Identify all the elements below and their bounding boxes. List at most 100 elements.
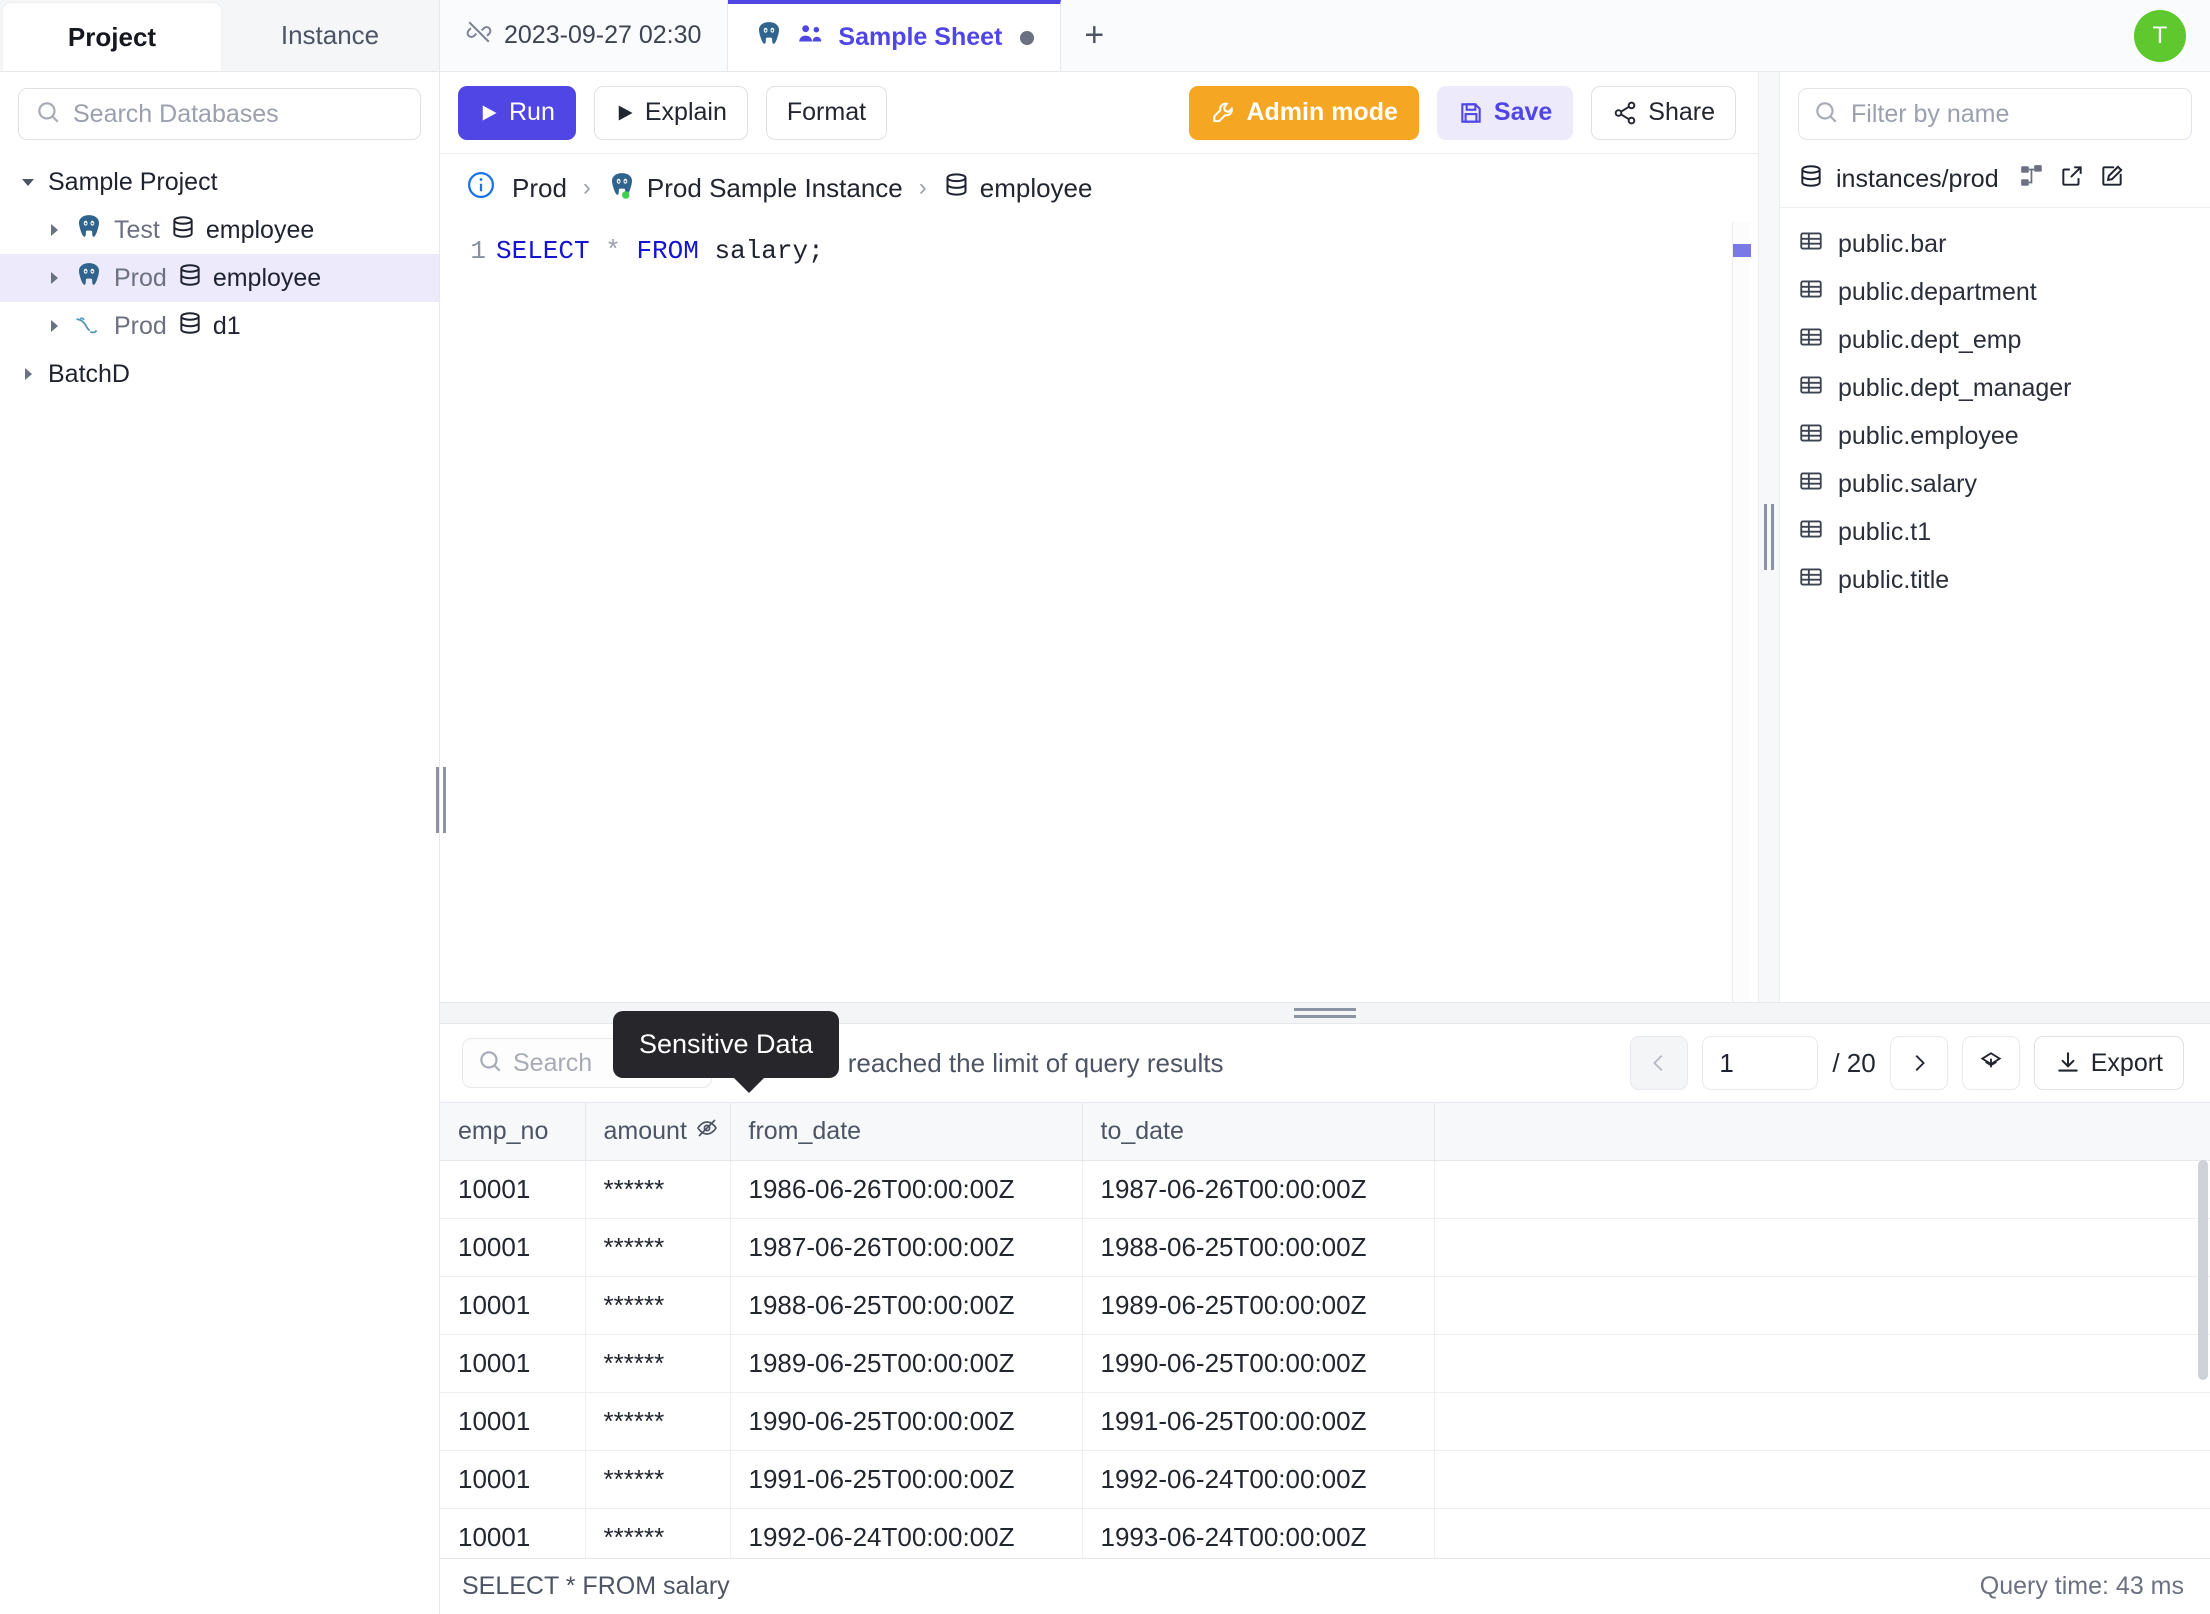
schema-diagram-icon[interactable] [2019,163,2045,196]
explain-button[interactable]: Explain [593,85,748,140]
tree-item-prod-employee[interactable]: Prod employee [0,254,439,302]
cell-amount: ****** [585,1160,731,1219]
shared-users-icon [796,21,826,54]
table-list-item[interactable]: public.dept_emp [1780,316,2210,364]
format-button[interactable]: Format [765,85,888,140]
table-list-item[interactable]: public.t1 [1780,508,2210,556]
chevron-right-icon[interactable] [44,220,64,240]
share-icon [1612,100,1638,126]
tree-item-sample-project[interactable]: Sample Project [0,158,439,206]
cell-to-date: 1989-06-25T00:00:00Z [1082,1276,1435,1335]
column-header-amount[interactable]: amount [585,1102,731,1161]
cell-emp-no: 10001 [440,1276,586,1335]
cell-filler [1434,1218,2210,1277]
editor-code-text[interactable]: SELECT * FROM salary; [496,236,1758,1002]
main-area: 2023-09-27 02:30 [440,0,2210,1614]
chevron-right-icon[interactable] [44,316,64,336]
sql-table-name: salary; [698,236,824,266]
results-search-placeholder: Search [513,1048,593,1077]
table-list-item[interactable]: public.bar [1780,220,2210,268]
cell-amount: ****** [585,1334,731,1393]
sql-editor[interactable]: 1 SELECT * FROM salary; [440,222,1758,1002]
column-header-to-date[interactable]: to_date [1082,1102,1435,1161]
next-page-button[interactable] [1889,1036,1948,1090]
cell-filler [1434,1334,2210,1393]
tree-item-batchd[interactable]: BatchD [0,350,439,398]
sidebar-tab-project[interactable]: Project [3,3,221,71]
edit-icon[interactable] [2099,163,2125,196]
table-list-item[interactable]: public.department [1780,268,2210,316]
breadcrumb-database[interactable]: employee [943,171,1092,205]
table-icon [1798,516,1824,549]
table-icon [1798,468,1824,501]
sidebar-tab-instance[interactable]: Instance [221,0,439,71]
breadcrumb-environment[interactable]: Prod [512,173,567,204]
save-button[interactable]: Save [1436,85,1574,140]
table-panel-database-row[interactable]: instances/prod [1780,152,2210,208]
table-list-item[interactable]: public.dept_manager [1780,364,2210,412]
table-row[interactable]: 10001 ****** 1992-06-24T00:00:00Z 1993-0… [440,1508,2210,1558]
previous-page-button[interactable] [1630,1036,1689,1090]
tree-item-test-employee[interactable]: Test employee [0,206,439,254]
cell-emp-no: 10001 [440,1450,586,1509]
run-button[interactable]: Run [458,85,576,140]
table-filter-input[interactable]: Filter by name [1798,88,2192,140]
tooltip-text: Sensitive Data [639,1029,814,1059]
page-number-input[interactable]: 1 [1702,1036,1819,1090]
editor-panel-resize-handle[interactable] [1758,72,1780,1002]
cell-amount: ****** [585,1392,731,1451]
column-header-emp-no[interactable]: emp_no [440,1102,586,1161]
cell-from-date: 1992-06-24T00:00:00Z [730,1508,1083,1558]
sidebar-resize-handle[interactable] [434,740,448,860]
admin-mode-label: Admin mode [1246,98,1398,126]
new-tab-button[interactable]: + [1061,0,1128,71]
table-filter-wrap: Filter by name [1780,72,2210,152]
export-button[interactable]: Export [2033,1036,2184,1090]
format-button-label: Format [786,98,867,126]
cell-emp-no: 10001 [440,1508,586,1558]
table-row[interactable]: 10001 ****** 1991-06-25T00:00:00Z 1992-0… [440,1450,2210,1509]
cell-emp-no: 10001 [440,1218,586,1277]
search-databases-input[interactable]: Search Databases [18,88,421,140]
table-row[interactable]: 10001 ****** 1987-06-26T00:00:00Z 1988-0… [440,1218,2210,1277]
info-icon[interactable] [466,170,496,207]
table-row[interactable]: 10001 ****** 1989-06-25T00:00:00Z 1990-0… [440,1334,2210,1393]
sheet-tab-sample-sheet[interactable]: Sample Sheet [728,0,1062,71]
table-row[interactable]: 10001 ****** 1986-06-26T00:00:00Z 1987-0… [440,1160,2210,1219]
visualize-button[interactable] [1961,1036,2020,1090]
database-icon [170,214,196,247]
chevron-down-icon[interactable] [18,172,38,192]
chevron-right-icon[interactable] [18,364,38,384]
avatar[interactable]: T [2134,10,2186,62]
admin-mode-button[interactable]: Admin mode [1189,85,1419,140]
sheet-tab-timestamp[interactable]: 2023-09-27 02:30 [440,0,729,71]
table-list-item[interactable]: public.title [1780,556,2210,604]
table-list-item[interactable]: public.employee [1780,412,2210,460]
table-row[interactable]: 10001 ****** 1990-06-25T00:00:00Z 1991-0… [440,1392,2210,1451]
table-row[interactable]: 10001 ****** 1988-06-25T00:00:00Z 1989-0… [440,1276,2210,1335]
table-list-item[interactable]: public.salary [1780,460,2210,508]
tree-item-db-label: employee [205,215,315,244]
tree-item-env-label: Prod [114,311,167,340]
column-header-label: from_date [748,1117,862,1145]
share-button[interactable]: Share [1591,85,1736,140]
editor-scrollbar[interactable] [1732,222,1751,1002]
tree-item-env-label: Test [114,215,160,244]
cell-from-date: 1986-06-26T00:00:00Z [730,1160,1083,1219]
tree-item-prod-d1[interactable]: Prod d1 [0,302,439,350]
external-link-icon[interactable] [2059,163,2085,196]
table-list-item-label: public.bar [1838,229,1947,258]
eye-off-icon[interactable] [695,1116,719,1147]
table-list-item-label: public.dept_manager [1838,373,2072,402]
breadcrumb-instance[interactable]: Prod Sample Instance [607,170,903,207]
column-header-from-date[interactable]: from_date [730,1102,1083,1161]
results-resize-handle[interactable] [440,1002,2210,1024]
editor-scrollbar-thumb[interactable] [1733,244,1751,257]
cell-amount: ****** [585,1218,731,1277]
export-button-label: Export [2090,1048,2163,1077]
results-vertical-scrollbar[interactable] [2198,1160,2208,1380]
editor-toolbar: Run Explain Format [440,72,1758,154]
chevron-right-icon[interactable] [44,268,64,288]
sidebar-search-wrap: Search Databases [0,72,439,150]
table-panel-database-label: instances/prod [1836,165,1999,193]
